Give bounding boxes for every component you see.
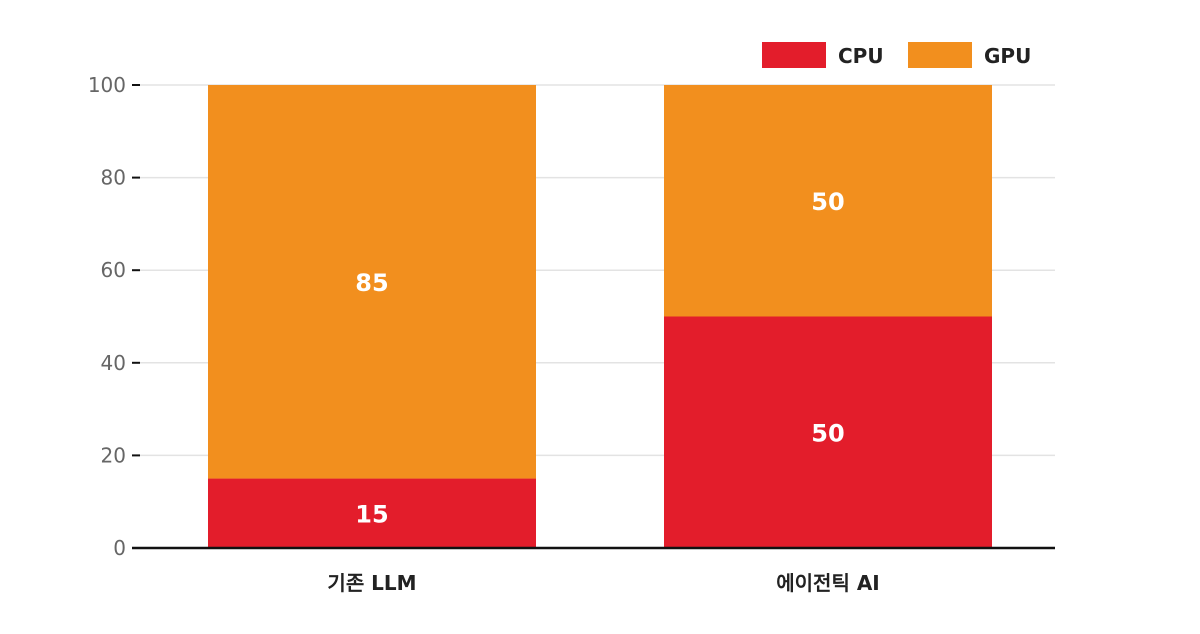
data-label-cpu-1: 15 xyxy=(355,500,388,528)
bar-gpu-1 xyxy=(208,85,536,479)
data-labels: 15 85 50 50 xyxy=(355,188,844,529)
y-tick-label: 80 xyxy=(101,166,126,190)
bar-gpu-2 xyxy=(664,85,992,317)
y-tick-label: 40 xyxy=(101,351,126,375)
y-tick-label: 0 xyxy=(113,536,126,560)
bars xyxy=(208,85,992,548)
axes: 0 20 40 60 80 100 기존 LLM 에이전틱 AI xyxy=(88,73,1055,595)
y-tick-label: 100 xyxy=(88,73,126,97)
data-label-gpu-2: 50 xyxy=(811,188,844,216)
x-category-label: 기존 LLM xyxy=(327,571,416,595)
legend: CPU GPU xyxy=(762,42,1031,68)
legend-label-cpu: CPU xyxy=(838,44,884,68)
y-tick-label: 60 xyxy=(101,258,126,282)
legend-label-gpu: GPU xyxy=(984,44,1031,68)
x-category-label: 에이전틱 AI xyxy=(776,571,879,595)
y-tick-label: 20 xyxy=(101,443,126,467)
data-label-gpu-1: 85 xyxy=(355,269,388,297)
legend-swatch-cpu xyxy=(762,42,826,68)
bar-cpu-1 xyxy=(208,478,536,548)
legend-swatch-gpu xyxy=(908,42,972,68)
bar-cpu-2 xyxy=(664,316,992,548)
data-label-cpu-2: 50 xyxy=(811,419,844,447)
